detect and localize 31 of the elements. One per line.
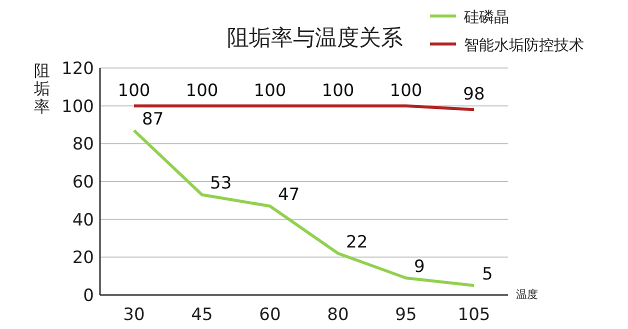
data-label: 22 [346, 232, 368, 252]
y-tick-label: 0 [83, 286, 94, 306]
data-label: 100 [254, 80, 286, 101]
data-label: 100 [118, 80, 150, 101]
x-tick-label: 80 [327, 305, 349, 325]
x-tick-label: 95 [395, 305, 417, 325]
data-label: 87 [142, 109, 164, 130]
data-label: 5 [482, 264, 493, 285]
y-tick-label: 120 [62, 59, 94, 79]
y-tick-label: 80 [72, 134, 94, 155]
data-label: 98 [463, 84, 485, 105]
data-label: 100 [390, 80, 422, 101]
legend-label: 硅磷晶 [463, 8, 509, 26]
y-axis-title: 阻垢率 [33, 61, 50, 116]
line-series [132, 128, 476, 288]
x-tick-label: 60 [259, 305, 281, 325]
x-axis-title: 温度 [516, 288, 538, 301]
data-label: 100 [322, 80, 354, 101]
legend-label: 智能水垢防控技术 [464, 36, 584, 54]
y-tick-label: 20 [72, 248, 94, 268]
data-label: 53 [210, 174, 232, 194]
data-label: 47 [278, 185, 300, 206]
y-tick-label: 100 [62, 96, 94, 117]
x-tick-label: 105 [458, 305, 490, 325]
data-label: 100 [186, 80, 218, 101]
x-tick-label: 45 [191, 305, 213, 325]
data-label: 9 [414, 256, 425, 277]
chart-title: 阻垢率与温度关系 [227, 26, 403, 51]
y-tick-label: 40 [72, 210, 94, 230]
y-tick-label: 60 [72, 172, 94, 192]
x-tick-label: 30 [123, 305, 145, 325]
